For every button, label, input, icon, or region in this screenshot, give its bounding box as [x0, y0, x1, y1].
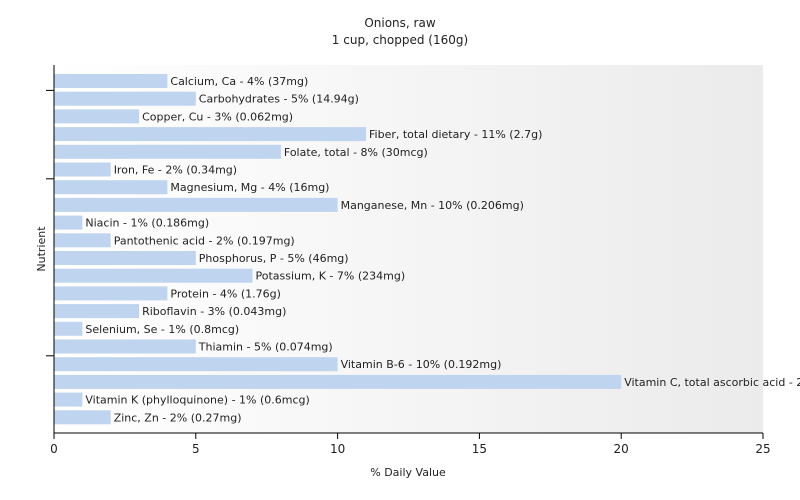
bar-label: Phosphorus, P - 5% (46mg) [199, 252, 349, 265]
x-axis-title: % Daily Value [370, 466, 446, 479]
bar-label: Folate, total - 8% (30mcg) [284, 146, 428, 159]
bar [54, 91, 196, 106]
bar-label: Copper, Cu - 3% (0.062mg) [142, 110, 293, 123]
bar [54, 304, 140, 319]
x-tick-label: 20 [614, 442, 629, 456]
bar-label: Vitamin B-6 - 10% (0.192mg) [341, 358, 502, 371]
plot-area [54, 65, 763, 433]
bar [54, 162, 111, 177]
bar [54, 339, 196, 354]
bar [54, 286, 168, 301]
bar [54, 321, 83, 336]
y-axis-title: Nutrient [35, 226, 48, 272]
bar-label: Vitamin K (phylloquinone) - 1% (0.6mcg) [85, 394, 309, 407]
bar [54, 233, 111, 248]
bar-label: Vitamin C, total ascorbic acid - 20% (11… [624, 376, 800, 389]
bar-label: Manganese, Mn - 10% (0.206mg) [341, 199, 524, 212]
bar [54, 410, 111, 425]
x-tick-label: 10 [330, 442, 345, 456]
bar-label: Pantothenic acid - 2% (0.197mg) [114, 234, 295, 247]
bar [54, 127, 366, 142]
bar-label: Zinc, Zn - 2% (0.27mg) [114, 411, 242, 424]
bar [54, 268, 253, 283]
bar [54, 357, 338, 372]
bar [54, 144, 281, 159]
bar-label: Magnesium, Mg - 4% (16mg) [170, 181, 329, 194]
bar-label: Niacin - 1% (0.186mg) [85, 217, 209, 230]
bar [54, 74, 168, 88]
axes-layer: 0 5 10 15 20 25 [46, 65, 771, 456]
chart-subtitle: 1 cup, chopped (160g) [332, 33, 468, 47]
bar [54, 251, 196, 265]
x-tick-label: 15 [472, 442, 487, 456]
bar-label: Selenium, Se - 1% (0.8mcg) [85, 323, 239, 336]
bar-label: Potassium, K - 7% (234mg) [256, 270, 406, 283]
bar-label: Riboflavin - 3% (0.043mg) [142, 305, 286, 318]
bar-labels-layer: Calcium, Ca - 4% (37mg) Carbohydrates - 5… [85, 75, 800, 424]
bar [54, 215, 83, 230]
x-tick-label: 25 [755, 442, 770, 456]
x-tick-label: 0 [50, 442, 58, 456]
chart-title: Onions, raw [364, 16, 436, 30]
bar [54, 197, 338, 212]
x-tick-label: 5 [192, 442, 200, 456]
bar [54, 180, 168, 195]
bar [54, 392, 83, 407]
bar-label: Protein - 4% (1.76g) [170, 287, 281, 300]
bar-label: Carbohydrates - 5% (14.94g) [199, 93, 359, 106]
bar [54, 109, 140, 124]
bars-layer [54, 74, 622, 425]
bar-label: Thiamin - 5% (0.074mg) [198, 341, 333, 354]
bar [54, 374, 622, 389]
bar-label: Fiber, total dietary - 11% (2.7g) [369, 128, 542, 141]
bar-label: Calcium, Ca - 4% (37mg) [170, 75, 308, 88]
bar-label: Iron, Fe - 2% (0.34mg) [114, 164, 237, 177]
